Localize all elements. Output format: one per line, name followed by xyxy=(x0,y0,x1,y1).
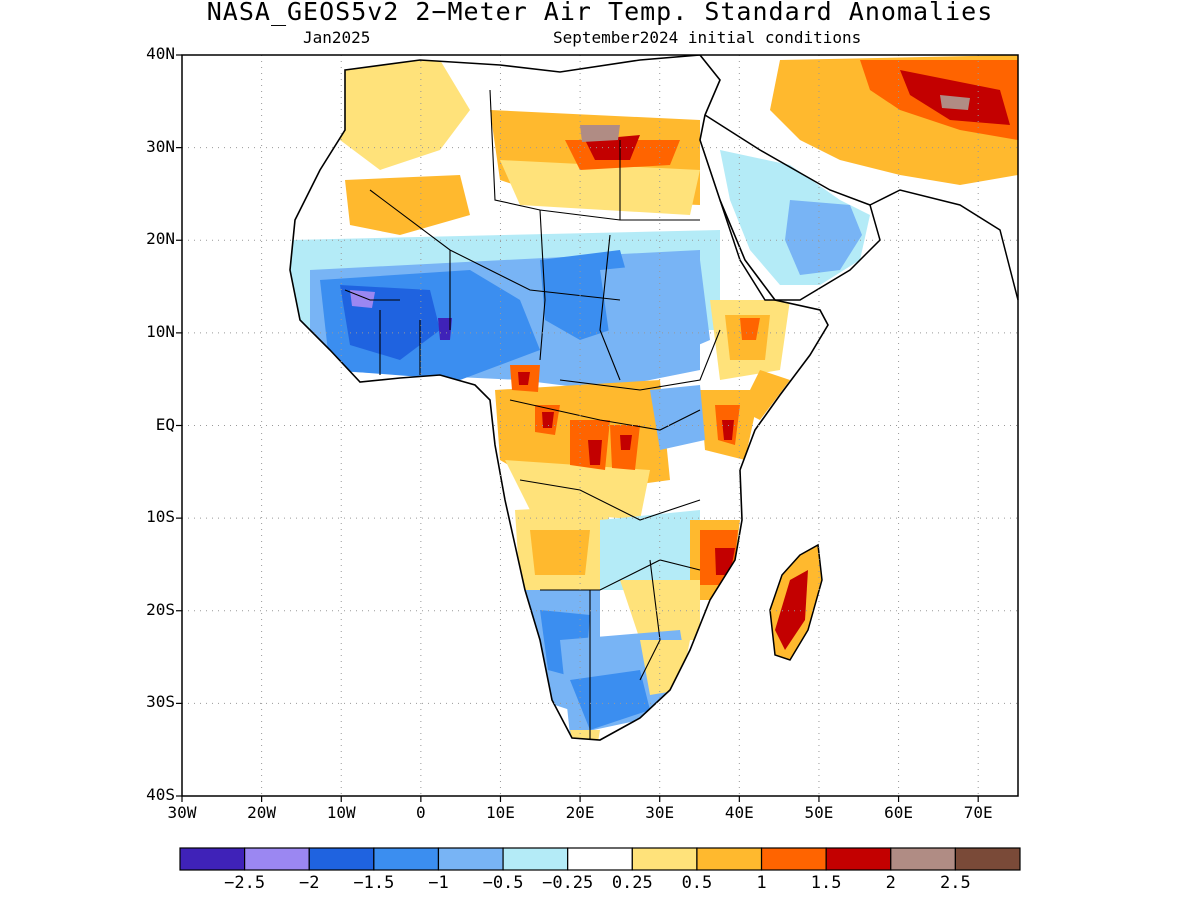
westafrica-coldest xyxy=(350,290,375,308)
colorbar-swatch xyxy=(760,847,827,871)
colorbar-swatch xyxy=(825,847,892,871)
algeria-warm xyxy=(345,175,470,235)
colorbar-swatch xyxy=(437,847,504,871)
lon-tick-label: 40E xyxy=(724,803,754,822)
lat-tick-label: 30N xyxy=(146,136,175,156)
lat-tick-label: 10N xyxy=(146,321,175,341)
colorbar-label: −1.5 xyxy=(353,873,395,893)
lon-tick-label: 60E xyxy=(884,803,914,822)
congo-core2 xyxy=(620,435,632,450)
colorbar-swatch xyxy=(954,847,1021,871)
zambia-mix xyxy=(600,510,700,590)
madagascar-hot-core xyxy=(775,570,808,650)
colorbar-swatch xyxy=(179,847,246,871)
lon-tick-label: 30E xyxy=(645,803,675,822)
sudan-cold xyxy=(600,260,710,370)
lon-tick-label: 0 xyxy=(416,803,426,822)
maghreb-warm xyxy=(340,60,470,170)
angola-hot xyxy=(530,530,590,575)
lon-tick-label: 20E xyxy=(565,803,595,822)
congo-core4 xyxy=(518,372,530,385)
colorbar-swatch xyxy=(631,847,698,871)
colorbar-label: 1.5 xyxy=(810,873,842,893)
lat-tick-label: 20S xyxy=(146,599,175,619)
lat-tick-label: 10S xyxy=(146,507,175,527)
libya-peak xyxy=(580,125,620,142)
madagascar-coastline xyxy=(769,543,823,661)
forecast-month: Jan2025 xyxy=(303,28,371,47)
lon-tick-label: 10W xyxy=(326,803,356,822)
nigeria-coldest xyxy=(438,318,452,340)
country-borders xyxy=(344,89,721,740)
colorbar-swatch xyxy=(308,847,375,871)
lon-tick-label: 10E xyxy=(486,803,515,822)
lon-tick-label: 20W xyxy=(247,803,277,822)
libya-hottest xyxy=(585,135,640,160)
lat-tick-label: 40N xyxy=(146,44,175,63)
colorbar-swatch xyxy=(244,847,310,871)
colorbar-swatch xyxy=(502,847,569,871)
colorbar-label: −2 xyxy=(298,873,320,893)
lat-tick-label: 40S xyxy=(146,785,175,804)
congo-core1 xyxy=(588,440,602,465)
chart-title: NASA_GEOS5v2 2−Meter Air Temp. Standard … xyxy=(206,0,994,26)
ethiopia-core xyxy=(740,318,760,340)
colorbar-label: −1 xyxy=(428,873,449,893)
colorbar-swatch xyxy=(890,847,956,871)
arabia-coastline xyxy=(704,114,881,301)
mozambique-core xyxy=(715,548,735,575)
colorbar-swatch xyxy=(373,847,440,871)
colorbar-label: 2.5 xyxy=(940,873,971,893)
anomaly-fill xyxy=(290,55,1018,740)
kenya-core xyxy=(722,420,734,440)
colorbar xyxy=(179,847,1021,871)
asia-coastline xyxy=(869,189,1019,301)
libya-yellow xyxy=(500,160,700,215)
lon-tick-label: 30W xyxy=(167,803,197,822)
botswana-warm xyxy=(620,580,700,640)
greatlakes-cold xyxy=(650,385,705,450)
colorbar-label: 0.5 xyxy=(681,873,713,893)
colorbar-label: 1 xyxy=(756,873,767,893)
lat-tick-label: EQ xyxy=(155,414,175,434)
colorbar-label: −0.25 xyxy=(542,873,594,893)
colorbar-label: 0.25 xyxy=(611,873,653,893)
iran-peak xyxy=(940,95,970,110)
colorbar-label: −0.5 xyxy=(482,873,524,893)
lon-tick-label: 70E xyxy=(963,803,993,822)
colorbar-label: 2 xyxy=(885,873,896,893)
lon-tick-label: 50E xyxy=(804,803,834,822)
initial-conditions: September2024 initial conditions xyxy=(553,28,862,47)
arabia-cold-core xyxy=(785,200,862,275)
lat-tick-label: 20N xyxy=(146,229,175,249)
axis-ticks xyxy=(176,54,979,802)
congo-core3 xyxy=(542,412,554,428)
colorbar-swatch xyxy=(696,847,763,871)
colorbar-swatch xyxy=(567,847,633,871)
africa-coastline xyxy=(289,55,829,741)
colorbar-label: −2.5 xyxy=(224,873,266,893)
lat-lon-grid xyxy=(182,55,1018,796)
lat-tick-label: 30S xyxy=(146,692,175,712)
